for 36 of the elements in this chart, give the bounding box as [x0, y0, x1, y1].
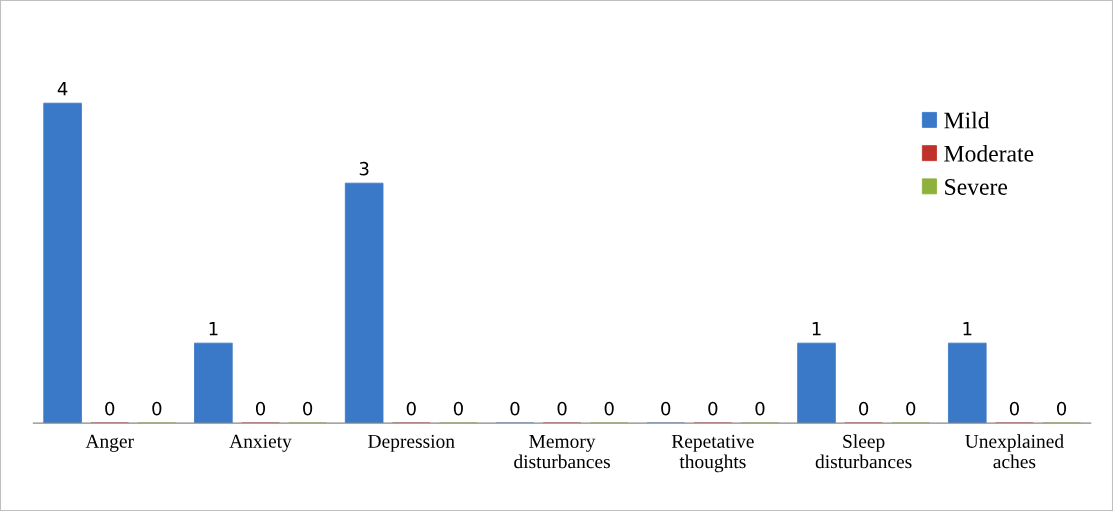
data-label: 0 — [661, 401, 671, 416]
legend-label: Severe — [945, 179, 1008, 195]
bar — [194, 342, 233, 424]
bar — [43, 102, 82, 424]
x-tick-label: Memory disturbances — [514, 434, 610, 469]
x-tick-label: Anxiety — [229, 434, 292, 452]
data-label: 4 — [57, 82, 68, 96]
bar — [344, 182, 384, 424]
bar — [948, 342, 987, 424]
data-label: 0 — [303, 401, 313, 416]
x-tick-label: Repetative thoughts — [671, 434, 754, 473]
data-label: 0 — [510, 401, 520, 416]
bar — [797, 342, 836, 424]
data-label: 1 — [812, 322, 821, 336]
data-label: 0 — [1056, 401, 1067, 416]
data-label: 0 — [105, 401, 115, 416]
x-tick-label: Unexplained aches — [965, 434, 1064, 469]
data-label: 0 — [859, 401, 869, 416]
data-label: 0 — [557, 401, 567, 416]
data-label: 0 — [906, 401, 916, 416]
data-label: 1 — [963, 322, 972, 336]
data-label: 0 — [1009, 401, 1019, 416]
x-tick-label: Sleep disturbances — [815, 434, 912, 469]
data-label: 0 — [604, 401, 614, 416]
legend-label: Moderate — [944, 145, 1034, 162]
x-tick-label: Depression — [368, 434, 455, 452]
data-label: 0 — [755, 401, 765, 416]
data-label: 0 — [453, 401, 463, 416]
data-label: 1 — [209, 322, 218, 336]
legend-label: Mild — [944, 111, 990, 129]
data-label: 0 — [406, 401, 416, 416]
data-label: 3 — [359, 161, 369, 176]
data-label: 0 — [152, 401, 162, 416]
data-label: 0 — [255, 401, 266, 416]
data-label: 0 — [708, 401, 718, 416]
x-tick-label: Anger — [85, 434, 134, 452]
